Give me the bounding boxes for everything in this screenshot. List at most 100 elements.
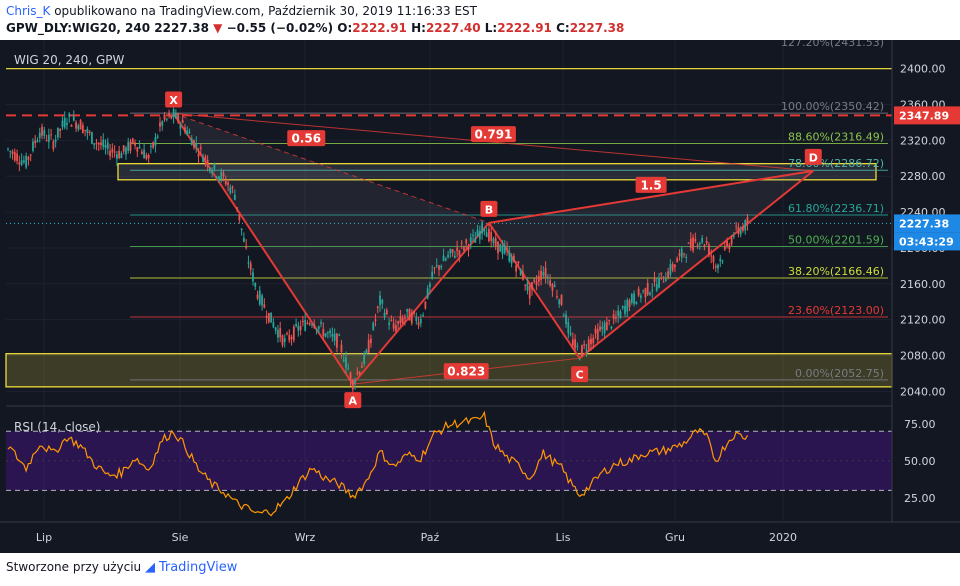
candle-body bbox=[177, 114, 180, 123]
candle-body bbox=[118, 150, 121, 159]
candle-body bbox=[558, 299, 561, 305]
candle-body bbox=[159, 122, 161, 127]
candle-body bbox=[161, 121, 164, 126]
candle-body bbox=[644, 288, 647, 298]
candle-body bbox=[637, 288, 640, 296]
candle-body bbox=[374, 319, 377, 321]
candle-body bbox=[354, 380, 356, 384]
candle-body bbox=[206, 159, 209, 167]
fib-label-0: 100.00%(2350.42) bbox=[781, 100, 884, 113]
chart-area[interactable]: 100.00%(2350.42) 88.60%(2316.49) 78.60%(22… bbox=[0, 40, 960, 553]
candle-body bbox=[102, 139, 105, 147]
point-d: D bbox=[809, 151, 818, 164]
candle-body bbox=[630, 294, 633, 303]
candle-body bbox=[208, 167, 211, 172]
candle-body bbox=[621, 306, 624, 308]
footer-text: Stworzone przy użyciu bbox=[6, 560, 142, 574]
candle-body bbox=[531, 282, 533, 290]
author-name[interactable]: Chris_K bbox=[6, 4, 51, 18]
time-axis[interactable]: Lip Sie Wrz Paź Lis Gru 2020 bbox=[0, 521, 960, 544]
candle-body bbox=[535, 281, 538, 285]
candle-body bbox=[100, 142, 102, 145]
candle-body bbox=[544, 267, 547, 279]
candle-body bbox=[104, 144, 107, 148]
fib-label-5: 38.20%(2166.46) bbox=[788, 265, 884, 278]
candle-body bbox=[551, 284, 554, 291]
candle-body bbox=[701, 237, 704, 243]
candle-body bbox=[390, 320, 393, 322]
candle-body bbox=[639, 295, 642, 298]
fibonacci-lines: 100.00%(2350.42) 88.60%(2316.49) 78.60%(22… bbox=[6, 40, 892, 381]
candle-body bbox=[136, 147, 139, 152]
candle-body bbox=[122, 145, 125, 152]
point-a: A bbox=[349, 395, 358, 408]
candle-body bbox=[683, 253, 685, 255]
candle-body bbox=[737, 227, 740, 234]
candle-body bbox=[29, 154, 32, 156]
candle-body bbox=[528, 286, 531, 299]
symbol-label[interactable]: GPW_DLY:WIG20, 240 bbox=[6, 21, 151, 35]
candle-body bbox=[401, 317, 404, 324]
candle-body bbox=[431, 271, 434, 279]
candle-body bbox=[243, 237, 245, 242]
close-value: 2227.38 bbox=[569, 21, 625, 35]
candle-body bbox=[587, 339, 590, 350]
rsi-legend: RSI (14, close) bbox=[14, 420, 100, 434]
candle-body bbox=[658, 277, 660, 288]
candle-body bbox=[27, 156, 30, 160]
price-axis[interactable]: 2400.002360.002320.002280.002240.002200.… bbox=[891, 40, 960, 522]
pattern-leg-bd bbox=[488, 169, 814, 224]
candle-body bbox=[590, 338, 592, 345]
y-tick-8: 2080.00 bbox=[900, 349, 946, 362]
candle-body bbox=[9, 150, 12, 152]
candle-body bbox=[147, 154, 150, 159]
candle-body bbox=[256, 294, 259, 299]
candle-body bbox=[138, 146, 141, 149]
candle-body bbox=[474, 238, 477, 243]
candle-body bbox=[120, 153, 123, 159]
upper-zone bbox=[117, 163, 877, 181]
candle-body bbox=[152, 142, 155, 148]
candle-body bbox=[227, 182, 229, 186]
fib-label-3: 61.80%(2236.71) bbox=[788, 202, 884, 215]
candle-body bbox=[125, 147, 127, 155]
candle-body bbox=[481, 222, 483, 234]
candle-body bbox=[744, 220, 747, 231]
candle-body bbox=[410, 312, 413, 324]
high-label: H: bbox=[411, 21, 426, 35]
ohlc-line: GPW_DLY:WIG20, 240 2227.38 ▼ −0.55 (−0.0… bbox=[6, 21, 624, 35]
candle-body bbox=[252, 272, 254, 282]
point-x: X bbox=[169, 94, 178, 107]
candle-body bbox=[465, 239, 468, 244]
candle-body bbox=[723, 246, 726, 250]
candle-body bbox=[186, 130, 189, 135]
candle-body bbox=[540, 270, 542, 280]
candle-body bbox=[664, 278, 667, 282]
candle-body bbox=[714, 265, 717, 268]
candle-body bbox=[440, 265, 443, 268]
candle-body bbox=[258, 290, 261, 305]
candle-body bbox=[451, 249, 454, 253]
point-c: C bbox=[576, 369, 584, 382]
candle-body bbox=[537, 275, 540, 282]
rsi-line bbox=[7, 410, 749, 517]
candle-body bbox=[506, 247, 508, 249]
rsi-y-tick-0: 75.00 bbox=[904, 418, 936, 431]
candle-body bbox=[97, 142, 100, 145]
candle-body bbox=[245, 245, 248, 249]
tradingview-brand[interactable]: TradingView bbox=[158, 560, 238, 575]
candle-body bbox=[406, 308, 409, 312]
candle-body bbox=[567, 322, 570, 333]
candle-body bbox=[295, 323, 297, 327]
candle-body bbox=[494, 237, 497, 246]
candle-body bbox=[281, 335, 284, 346]
candle-body bbox=[358, 371, 361, 375]
candle-body bbox=[503, 245, 506, 254]
candle-body bbox=[238, 214, 241, 221]
pattern-leg-ab bbox=[352, 222, 490, 385]
candle-body bbox=[236, 207, 239, 209]
candle-body bbox=[36, 140, 39, 142]
candle-body bbox=[553, 285, 556, 287]
candle-body bbox=[193, 140, 195, 148]
candle-body bbox=[84, 129, 87, 131]
